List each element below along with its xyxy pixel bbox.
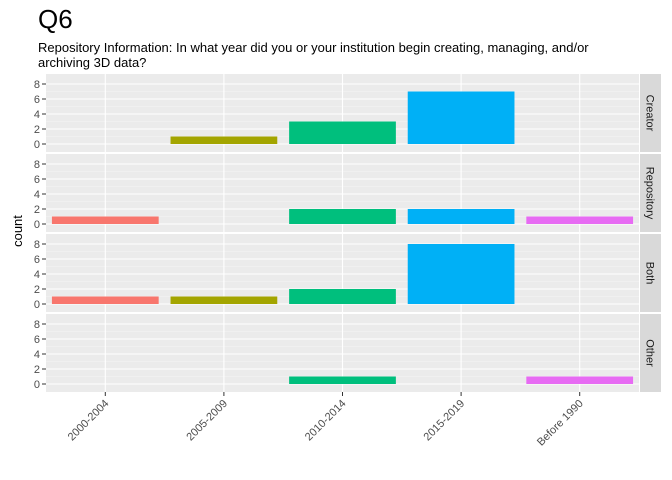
y-tick-label: 4 [34, 269, 40, 281]
y-tick-label: 2 [34, 364, 40, 376]
bar-repository-2000-2004 [52, 217, 159, 225]
bar-both-2010-2014 [289, 289, 396, 304]
y-tick-label: 2 [34, 124, 40, 136]
bar-repository-2015-2019 [408, 209, 515, 224]
x-tick-label: Before 1990 [535, 398, 586, 449]
bar-creator-2005-2009 [171, 137, 278, 145]
y-tick-label: 6 [34, 174, 40, 186]
y-tick-label: 4 [34, 109, 40, 121]
y-tick-label: 6 [34, 334, 40, 346]
y-tick-label: 6 [34, 94, 40, 106]
y-tick-label: 6 [34, 254, 40, 266]
y-tick-label: 4 [34, 349, 40, 361]
y-tick-label: 0 [34, 379, 40, 391]
y-tick-label: 0 [34, 299, 40, 311]
bar-other-before-1990 [526, 377, 633, 385]
bar-repository-before-1990 [526, 217, 633, 225]
bar-both-2000-2004 [52, 297, 159, 305]
y-axis-title: count [10, 215, 25, 247]
y-tick-label: 4 [34, 189, 40, 201]
x-tick-label: 2000-2004 [66, 398, 112, 444]
facet-label: Creator [644, 95, 656, 132]
y-tick-label: 8 [34, 159, 40, 171]
y-tick-label: 0 [34, 219, 40, 231]
y-tick-label: 2 [34, 284, 40, 296]
x-tick-label: 2005-2009 [184, 398, 230, 444]
bar-both-2005-2009 [171, 297, 278, 305]
bar-other-2010-2014 [289, 377, 396, 385]
y-tick-label: 8 [34, 239, 40, 251]
y-tick-label: 8 [34, 79, 40, 91]
bar-repository-2010-2014 [289, 209, 396, 224]
x-tick-label: 2015-2019 [422, 398, 468, 444]
facet-label: Other [644, 339, 656, 367]
bar-creator-2015-2019 [408, 92, 515, 145]
facet-label: Both [644, 262, 656, 285]
bar-creator-2010-2014 [289, 122, 396, 145]
y-tick-label: 0 [34, 139, 40, 151]
facet-label: Repository [644, 167, 656, 220]
bar-both-2015-2019 [408, 244, 515, 304]
y-tick-label: 8 [34, 319, 40, 331]
y-tick-label: 2 [34, 204, 40, 216]
x-tick-label: 2010-2014 [303, 398, 349, 444]
